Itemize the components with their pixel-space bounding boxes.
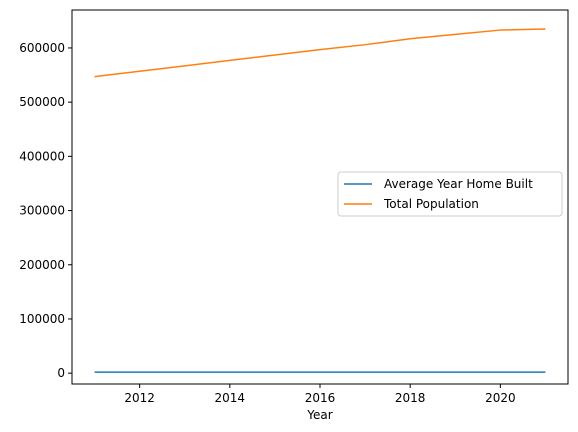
y-tick-label: 200000 xyxy=(19,258,65,272)
y-tick-label: 400000 xyxy=(19,149,65,163)
x-tick-label: 2020 xyxy=(485,391,516,405)
y-tick-label: 100000 xyxy=(19,312,65,326)
legend-entry-label: Total Population xyxy=(383,197,479,211)
x-tick-label: 2016 xyxy=(305,391,336,405)
legend: Average Year Home Built Total Population xyxy=(338,172,562,216)
y-tick-label: 500000 xyxy=(19,95,65,109)
legend-entry-label: Average Year Home Built xyxy=(384,177,533,191)
y-tick-label: 0 xyxy=(57,366,65,380)
x-tick-label: 2014 xyxy=(215,391,246,405)
x-axis-label: Year xyxy=(306,408,332,422)
x-tick-label: 2018 xyxy=(395,391,426,405)
y-tick-label: 600000 xyxy=(19,41,65,55)
y-tick-label: 300000 xyxy=(19,204,65,218)
x-tick-label: 2012 xyxy=(124,391,155,405)
